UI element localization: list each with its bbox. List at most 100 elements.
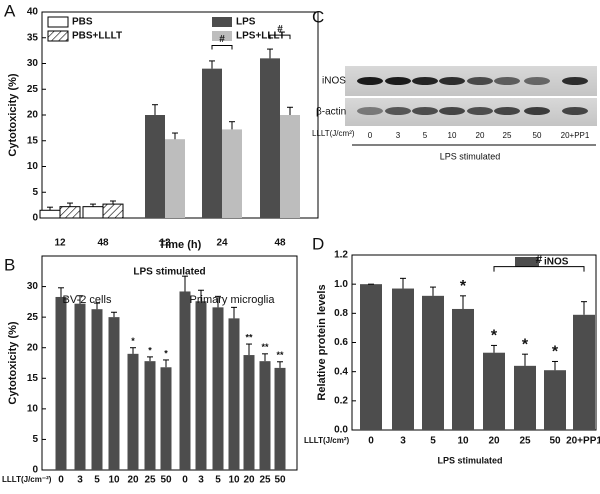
error-bar: [130, 347, 136, 354]
blot-lane-label: 20: [476, 131, 485, 140]
y-tick-label: 35: [27, 32, 39, 43]
error-bar: [552, 360, 558, 371]
blot-group-label: LPS stimulated: [440, 151, 501, 161]
x-tick-label: 25: [519, 436, 531, 447]
blot-lane-label: 0: [368, 131, 373, 140]
bar: [280, 115, 300, 218]
blot-lane-label: 5: [423, 131, 428, 140]
error-bar: [522, 353, 528, 366]
group-label: Primary microglia: [190, 294, 276, 306]
x-tick-label: 50: [274, 475, 286, 486]
x-tick-label: 50: [549, 436, 561, 447]
error-bar: [152, 104, 158, 115]
y-tick-label: 10: [27, 403, 39, 414]
blot-band: [412, 77, 438, 85]
error-bar: [94, 302, 100, 310]
y-tick-label: 0: [32, 465, 38, 476]
x-tick-label: 20: [127, 475, 139, 486]
bar: [212, 307, 224, 470]
blot-band: [562, 77, 588, 85]
error-bar: [400, 277, 406, 289]
y-axis-label: Cytotoxicity (%): [7, 73, 19, 156]
blot-axis-label: LLLT(J/cm²): [312, 129, 355, 138]
error-bar: [460, 295, 466, 309]
error-bar: [246, 343, 252, 356]
y-tick-label: 0.6: [334, 337, 348, 348]
bar: [91, 309, 103, 470]
panel-label: B: [4, 255, 15, 274]
error-bar: [163, 359, 169, 368]
error-bar: [209, 60, 215, 69]
bar: [228, 318, 240, 470]
annotation: #: [219, 34, 225, 45]
x-tick-label: 12: [159, 238, 171, 249]
bar: [74, 303, 86, 470]
blot-lane-label: 3: [396, 131, 401, 140]
bar: [259, 361, 271, 470]
y-tick-label: 0.0: [334, 425, 348, 436]
y-axis-label: Relative protein levels: [316, 284, 328, 400]
bracket: [493, 266, 585, 272]
x-axis-label: LLLT(J/cm²): [304, 436, 350, 445]
error-bar: [182, 275, 188, 292]
x-tick-label: 25: [144, 475, 156, 486]
error-bar: [77, 295, 83, 304]
significance: *: [552, 344, 559, 361]
y-tick-label: 25: [27, 312, 39, 323]
blot-row-label: β-actin: [316, 107, 346, 118]
bar: [222, 129, 242, 218]
blot-lane-label: 25: [503, 131, 512, 140]
bar: [102, 203, 124, 219]
blot-band: [357, 107, 383, 115]
error-bar: [287, 106, 293, 115]
x-tick-label: 0: [182, 475, 188, 486]
x-tick-label: 48: [274, 238, 286, 249]
panel-label: D: [312, 234, 324, 253]
legend-label: iNOS: [544, 257, 569, 268]
legend-label: LPS+LLLT: [236, 31, 285, 42]
y-tick-label: 20: [27, 110, 39, 121]
blot-band: [524, 77, 550, 85]
y-tick-label: 40: [27, 7, 39, 18]
bar: [165, 139, 185, 218]
significance: **: [245, 332, 253, 342]
significance: *: [148, 345, 152, 355]
error-bar: [430, 286, 436, 296]
error-bar: [267, 48, 273, 59]
error-bar: [110, 200, 116, 205]
bracket: [269, 34, 291, 40]
x-tick-label: 20: [243, 475, 255, 486]
x-tick-label: 20+PP1: [566, 436, 600, 447]
y-tick-label: 0.4: [334, 366, 348, 377]
bar: [108, 317, 120, 470]
bar: [59, 206, 81, 219]
legend-swatch: [212, 31, 232, 41]
error-bar: [147, 356, 153, 362]
error-bar: [231, 306, 237, 319]
blot-band: [494, 107, 520, 115]
blot-band: [357, 77, 383, 85]
y-tick-label: 10: [27, 161, 39, 172]
error-bar: [90, 203, 96, 207]
y-tick-label: 1.0: [334, 279, 348, 290]
bar: [202, 68, 222, 219]
bar: [260, 58, 280, 218]
bar: [514, 365, 536, 430]
y-tick-label: 15: [27, 373, 39, 384]
blot-band: [467, 77, 493, 85]
error-bar: [111, 311, 117, 318]
x-tick-label: 10: [228, 475, 240, 486]
y-tick-label: 30: [27, 281, 39, 292]
bar: [274, 367, 286, 470]
x-tick-label: 50: [160, 475, 172, 486]
y-tick-label: 25: [27, 84, 39, 95]
legend-label: PBS: [72, 17, 93, 28]
legend-swatch: [47, 16, 69, 28]
x-axis-label: LLLT(J/cm⁻²): [2, 475, 52, 484]
x-tick-label: 5: [215, 475, 221, 486]
x-tick-label: 10: [108, 475, 120, 486]
significance: **: [276, 350, 284, 360]
bracket: [211, 44, 233, 50]
x-tick-label: 48: [97, 238, 109, 249]
blot-band: [562, 107, 588, 115]
